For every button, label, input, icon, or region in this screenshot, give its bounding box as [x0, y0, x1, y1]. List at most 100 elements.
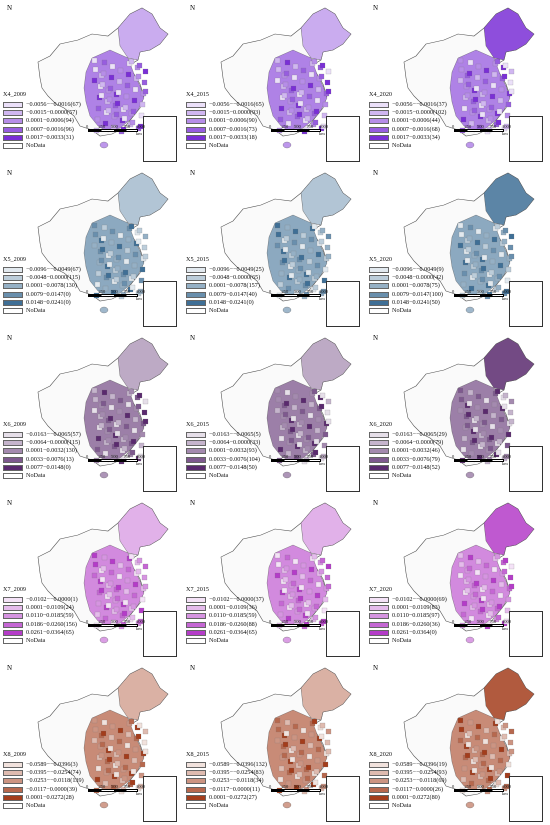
scale-tick-label: 250: [98, 289, 106, 294]
scale-bar-graphic: [454, 294, 504, 297]
choropleth-map: [220, 667, 352, 809]
legend-swatch: [369, 621, 389, 628]
legend-swatch: [186, 275, 206, 282]
scale-bar: 0 250 500 750 1000 km: [452, 784, 511, 796]
scale-tick-label: 0: [269, 784, 272, 789]
scale-tick-label: 1000: [319, 454, 328, 459]
legend-label: 0.0001−0.0109(83): [392, 604, 440, 612]
legend-label: 0.0110−0.0185(59): [209, 612, 257, 620]
map-panel: N X4_2015 −0.0056−−0.0016(65) −0.0015−0.000…: [183, 0, 366, 165]
scale-tick-label: 0: [86, 289, 89, 294]
legend-item: 0.0077−0.0148(0): [3, 464, 123, 472]
scale-tick-label: 250: [464, 619, 472, 624]
legend-item: −0.0589−−0.0396(132): [186, 761, 306, 769]
scale-bar-graphic: [88, 129, 138, 132]
scale-tick-label: 0: [86, 619, 89, 624]
scale-tick-label: 500: [294, 619, 301, 624]
legend-item: −0.0117−0.0000(39): [3, 786, 123, 794]
legend-item: 0.0001−0.0272(28): [3, 794, 123, 802]
legend-swatch: [186, 794, 206, 801]
scale-unit: km: [319, 296, 325, 301]
legend-swatch: [369, 283, 389, 290]
south-china-sea-inset: [326, 116, 360, 162]
scale-tick-label: 750: [123, 784, 131, 789]
scale-tick-label: 250: [464, 289, 472, 294]
legend-swatch: [369, 134, 389, 141]
legend-label: 0.0001−0.0272(28): [26, 793, 74, 801]
legend: X8_2015 −0.0589−−0.0396(132) −0.0395−−0.02…: [186, 751, 306, 810]
legend-title: X5_2015: [186, 256, 210, 263]
legend-label: −0.0117−0.0000(11): [209, 785, 260, 793]
north-arrow-icon: N: [7, 499, 13, 507]
scale-unit: km: [319, 131, 325, 136]
scale-tick-label: 250: [281, 454, 289, 459]
choropleth-map: [403, 172, 535, 314]
legend: X6_2009 −0.0163−−0.0065(57) −0.0064−0.0000…: [3, 421, 123, 480]
legend-swatch: [3, 613, 23, 620]
legend-label: 0.0001−0.0078(130): [26, 282, 77, 290]
scale-tick-label: 750: [489, 619, 497, 624]
legend-swatch: [369, 803, 389, 810]
legend-label: 0.0001−0.0109(24): [26, 604, 74, 612]
legend-label: −0.0015−0.0000(102): [392, 109, 447, 117]
legend-item: −0.0056−−0.0016(37): [369, 101, 489, 109]
legend-label: −0.0589−−0.0396(19): [392, 760, 447, 768]
legend-swatch: [3, 440, 23, 447]
scale-unit: km: [502, 461, 508, 466]
scale-bar: 0 250 500 750 1000 km: [452, 124, 511, 136]
legend-item: −0.0064−0.0000(33): [186, 439, 306, 447]
legend-label: NoData: [209, 801, 229, 809]
scale-bar-graphic: [454, 459, 504, 462]
scale-bar: 0 250 500 750 1000 km: [269, 289, 328, 301]
legend-label: 0.0033−0.0076(13): [26, 455, 74, 463]
legend-title: X4_2009: [3, 91, 27, 98]
scale-bar-graphic: [454, 129, 504, 132]
south-china-sea-inset: [509, 116, 543, 162]
choropleth-map: [220, 502, 352, 644]
scale-tick-label: 750: [306, 784, 314, 789]
scale-tick-label: 250: [281, 619, 289, 624]
map-panel: N X5_2020 −0.0096−−0.0049(9) −0.0048−0.0000…: [366, 165, 549, 330]
choropleth-map: [220, 172, 352, 314]
scale-unit: km: [502, 296, 508, 301]
scale-tick-label: 750: [306, 619, 314, 624]
legend-item: 0.0017−0.0033(18): [186, 134, 306, 142]
choropleth-map: [220, 7, 352, 149]
legend-label: −0.0056−−0.0016(37): [392, 100, 447, 108]
legend-swatch: [369, 267, 389, 274]
legend-label: −0.0395−−0.0254(74): [26, 769, 81, 777]
legend: X4_2020 −0.0056−−0.0016(37) −0.0015−0.0000…: [369, 91, 489, 150]
legend-swatch: [186, 299, 206, 306]
north-arrow-icon: N: [7, 4, 13, 12]
scale-tick-label: 250: [98, 619, 106, 624]
legend-label: −0.0163−−0.0065(29): [392, 430, 447, 438]
legend-label: 0.0001−0.0006(90): [209, 117, 257, 125]
scale-bar: 0 250 500 750 1000 km: [86, 619, 145, 631]
south-china-sea-inset: [509, 281, 543, 327]
legend: X7_2020 −0.0102−−0.0000(69) 0.0001−0.0109(…: [369, 586, 489, 645]
legend-label: NoData: [392, 801, 412, 809]
legend-label: 0.0033−0.0076(104): [209, 455, 260, 463]
legend-label: 0.0110−0.0185(59): [26, 612, 74, 620]
legend-item: −0.0096−−0.0049(9): [369, 266, 489, 274]
legend-swatch: [3, 456, 23, 463]
legend-label: NoData: [392, 141, 412, 149]
legend-label: NoData: [26, 801, 46, 809]
legend-item-nodata: NoData: [369, 142, 489, 150]
scale-tick-label: 1000: [319, 124, 328, 129]
scale-tick-label: 250: [464, 784, 472, 789]
legend-title: X5_2009: [3, 256, 27, 263]
scale-tick-label: 500: [477, 454, 484, 459]
north-arrow-icon: N: [190, 4, 196, 12]
scale-tick-label: 250: [464, 124, 472, 129]
scale-unit: km: [502, 131, 508, 136]
legend-swatch: [186, 143, 206, 150]
legend-swatch: [186, 778, 206, 785]
scale-tick-label: 500: [477, 619, 484, 624]
legend-label: 0.0001−0.0272(80): [392, 793, 440, 801]
scale-tick-label: 1000: [502, 124, 511, 129]
choropleth-map: [37, 7, 169, 149]
map-panel: N X6_2009 −0.0163−−0.0065(57) −0.0064−0.000…: [0, 330, 183, 495]
legend-swatch: [369, 770, 389, 777]
scale-tick-label: 500: [111, 454, 118, 459]
